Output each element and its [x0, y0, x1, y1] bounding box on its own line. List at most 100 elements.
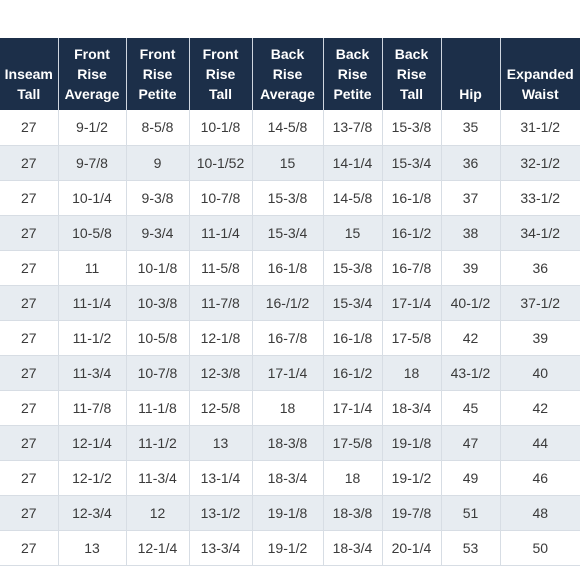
table-row: 27 9-1/2 8-5/8 10-1/8 14-5/8 13-7/8 15-3/8 35 31… — [0, 110, 580, 146]
column-header-line: Tall — [17, 86, 41, 102]
table-cell: 27 — [0, 215, 59, 251]
column-header: Back Rise Petite — [323, 38, 383, 110]
table-cell: 44 — [500, 425, 580, 461]
table-cell: 10-1/52 — [189, 145, 253, 181]
table-cell: 48 — [500, 495, 580, 531]
table-cell: 16-1/2 — [382, 215, 442, 251]
column-header-line: Front — [74, 46, 110, 62]
table-cell: 40 — [500, 355, 580, 391]
table-cell: 27 — [0, 180, 59, 216]
column-header-line: Expanded — [506, 66, 574, 82]
table-cell: 18-3/4 — [382, 390, 442, 426]
table-cell: 12 — [126, 495, 190, 531]
column-header-line: Average — [64, 86, 120, 102]
table-cell: 27 — [0, 390, 59, 426]
table-row: 27 9-7/8 9 10-1/52 15 14-1/4 15-3/4 36 32-1/2 — [0, 145, 580, 181]
table-cell: 43-1/2 — [441, 355, 501, 391]
table-cell: 14-1/4 — [323, 145, 383, 181]
table-cell: 13 — [58, 530, 127, 566]
table-cell: 11-1/2 — [58, 320, 127, 356]
table-row: 27 12-3/4 12 13-1/2 19-1/8 18-3/8 19-7/8 51 48 — [0, 495, 580, 531]
table-cell: 11-1/2 — [126, 425, 190, 461]
table-cell: 12-1/4 — [126, 530, 190, 566]
table-cell: 13 — [189, 425, 253, 461]
table-cell: 18 — [323, 460, 383, 496]
column-header-line: Back — [335, 46, 370, 62]
table-cell: 15-3/8 — [252, 180, 324, 216]
table-row: 27 11-1/4 10-3/8 11-7/8 16-/1/2 15-3/4 17-1/4 4… — [0, 285, 580, 321]
table-cell: 42 — [500, 390, 580, 426]
table-cell: 12-1/2 — [58, 460, 127, 496]
table-cell: 46 — [500, 460, 580, 496]
column-header-line: Rise — [272, 66, 303, 82]
table-cell: 18 — [382, 355, 442, 391]
table-cell: 12-5/8 — [189, 390, 253, 426]
table-cell: 18-3/8 — [323, 495, 383, 531]
table-cell: 39 — [500, 320, 580, 356]
table-cell: 12-1/4 — [58, 425, 127, 461]
table-cell: 27 — [0, 495, 59, 531]
table-cell: 27 — [0, 530, 59, 566]
table-cell: 18-3/8 — [252, 425, 324, 461]
column-header: Hip — [441, 38, 501, 110]
column-header-line: Rise — [77, 66, 107, 82]
table-row: 27 10-5/8 9-3/4 11-1/4 15-3/4 15 16-1/2 38 34-1/… — [0, 215, 580, 251]
column-header-line: Hip — [459, 86, 482, 102]
column-header-line: Rise — [142, 66, 173, 82]
table-cell: 17-1/4 — [382, 285, 442, 321]
column-header-line: Back — [270, 46, 305, 62]
table-cell: 16-1/8 — [382, 180, 442, 216]
table-cell: 15-3/4 — [252, 215, 324, 251]
table-cell: 20-1/4 — [382, 530, 442, 566]
table-cell: 11-7/8 — [189, 285, 253, 321]
table-cell: 11-3/4 — [126, 460, 190, 496]
table-cell: 40-1/2 — [441, 285, 501, 321]
table-cell: 10-3/8 — [126, 285, 190, 321]
table-cell: 12-1/8 — [189, 320, 253, 356]
table-cell: 11-1/4 — [189, 215, 253, 251]
table-row: 27 11-3/4 10-7/8 12-3/8 17-1/4 16-1/2 18 43-1/2… — [0, 355, 580, 391]
size-chart-table: Inseam Tall Front Rise Average Front Rise Petit… — [0, 38, 580, 566]
table-cell: 10-7/8 — [126, 355, 190, 391]
table-cell: 27 — [0, 145, 59, 181]
table-cell: 11-3/4 — [58, 355, 127, 391]
column-header-line: Front — [139, 46, 176, 62]
size-chart: Inseam Tall Front Rise Average Front Rise Petit… — [0, 38, 580, 566]
header-row: Inseam Tall Front Rise Average Front Rise Petit… — [0, 38, 580, 110]
table-body: 27 9-1/2 8-5/8 10-1/8 14-5/8 13-7/8 15-3/8 35 31… — [0, 110, 580, 566]
table-cell: 42 — [441, 320, 501, 356]
table-cell: 31-1/2 — [500, 110, 580, 146]
table-cell: 10-1/8 — [189, 110, 253, 146]
column-header: Front Rise Petite — [126, 38, 190, 110]
table-cell: 19-1/8 — [252, 495, 324, 531]
table-cell: 15 — [252, 145, 324, 181]
table-cell: 45 — [441, 390, 501, 426]
column-header: Inseam Tall — [0, 38, 59, 110]
table-cell: 8-5/8 — [126, 110, 190, 146]
table-cell: 18-3/4 — [323, 530, 383, 566]
table-cell: 51 — [441, 495, 501, 531]
table-cell: 13-7/8 — [323, 110, 383, 146]
table-cell: 9-3/8 — [126, 180, 190, 216]
table-cell: 19-1/2 — [252, 530, 324, 566]
table-cell: 35 — [441, 110, 501, 146]
table-row: 27 11-7/8 11-1/8 12-5/8 18 17-1/4 18-3/4 45 42 — [0, 390, 580, 426]
table-cell: 18 — [252, 390, 324, 426]
table-row: 27 13 12-1/4 13-3/4 19-1/2 18-3/4 20-1/4 53 50 — [0, 530, 580, 566]
table-row: 27 11-1/2 10-5/8 12-1/8 16-7/8 16-1/8 17-5/8 42… — [0, 320, 580, 356]
table-cell: 9 — [126, 145, 190, 181]
table-cell: 9-3/4 — [126, 215, 190, 251]
table-cell: 14-5/8 — [323, 180, 383, 216]
table-cell: 10-5/8 — [126, 320, 190, 356]
table-cell: 27 — [0, 250, 59, 286]
table-cell: 38 — [441, 215, 501, 251]
column-header: Back Rise Tall — [382, 38, 442, 110]
column-header-line: Front — [202, 46, 239, 62]
table-cell: 16-1/8 — [323, 320, 383, 356]
table-cell: 11-1/4 — [58, 285, 127, 321]
table-cell: 49 — [441, 460, 501, 496]
table-cell: 16-/1/2 — [252, 285, 324, 321]
table-row: 27 12-1/4 11-1/2 13 18-3/8 17-5/8 19-1/8 47 44 — [0, 425, 580, 461]
table-cell: 15-3/4 — [323, 285, 383, 321]
column-header-line: Tall — [399, 86, 424, 102]
